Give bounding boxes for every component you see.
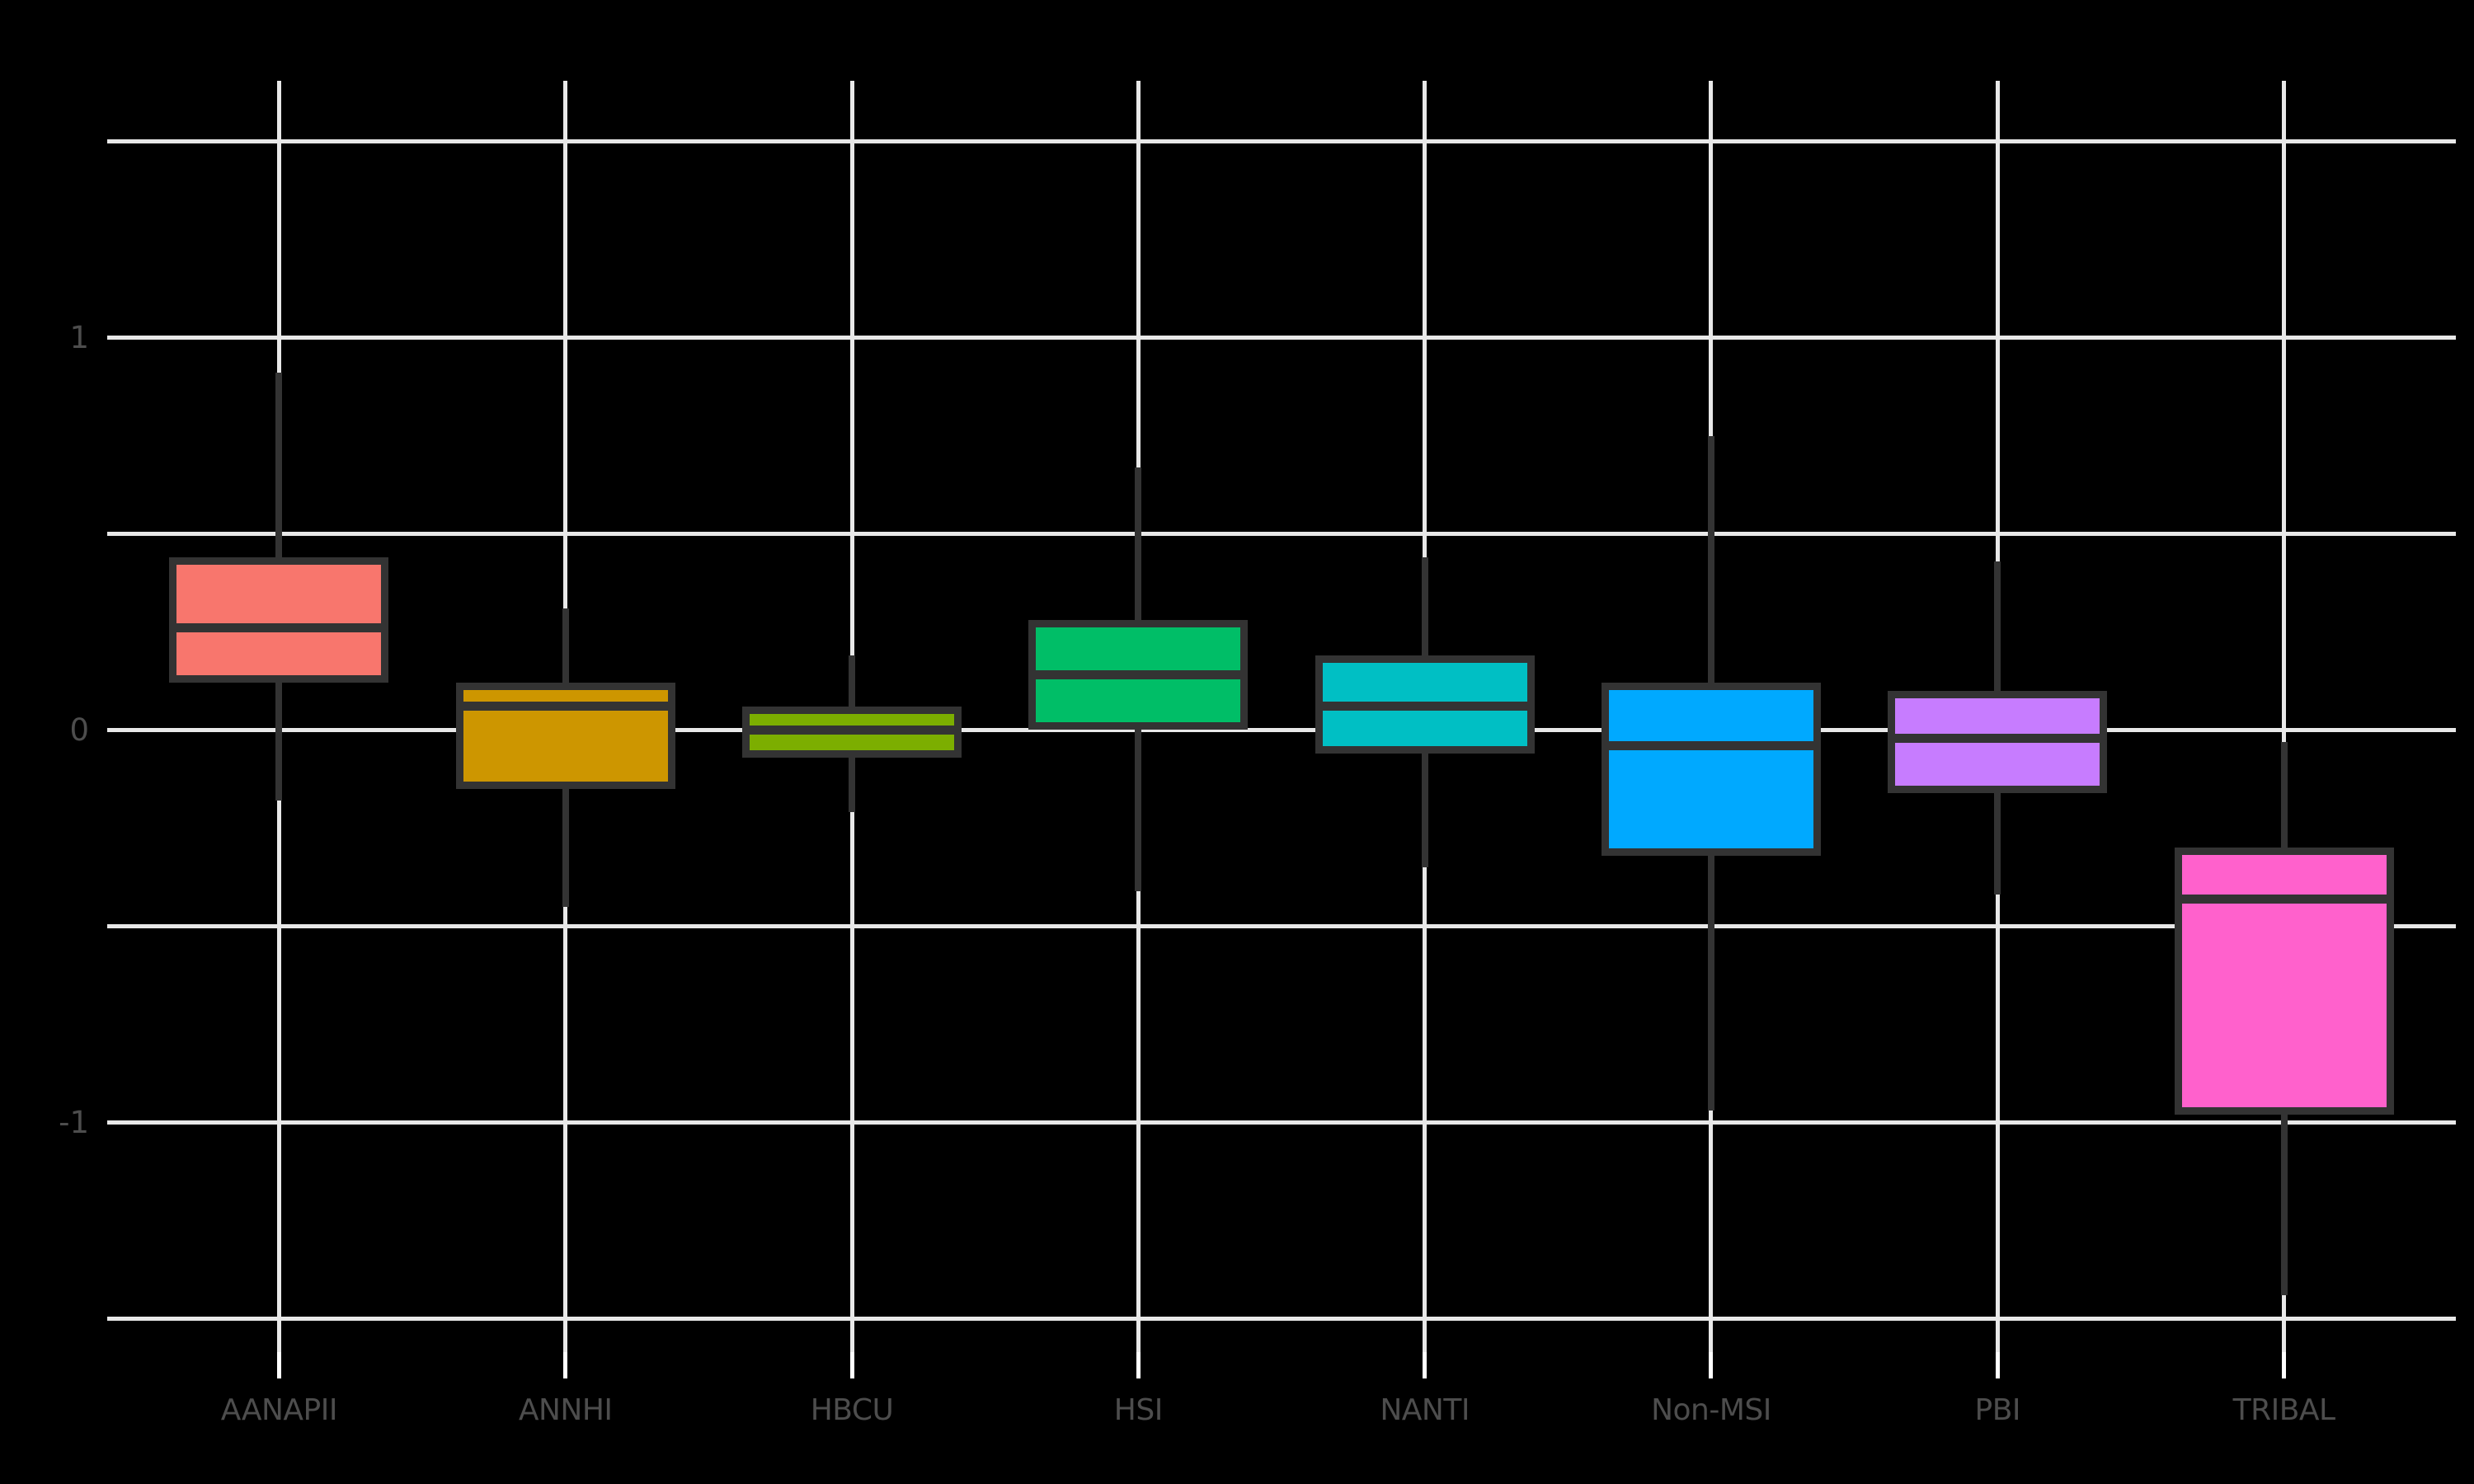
x-tick-label-HBCU: HBCU bbox=[810, 1393, 894, 1427]
h-gridline bbox=[107, 728, 2456, 732]
h-gridline bbox=[107, 1317, 2456, 1321]
x-tick bbox=[2282, 1352, 2287, 1378]
median-line bbox=[2181, 894, 2387, 904]
iqr-box bbox=[455, 683, 675, 789]
x-tick-label-ANNHI: ANNHI bbox=[518, 1393, 613, 1427]
median-line bbox=[1036, 670, 1241, 680]
x-tick bbox=[1423, 1352, 1427, 1378]
h-gridline bbox=[107, 1120, 2456, 1125]
h-gridline bbox=[107, 336, 2456, 340]
median-line bbox=[750, 726, 955, 735]
h-gridline bbox=[107, 924, 2456, 928]
x-tick-label-PBI: PBI bbox=[1974, 1393, 2021, 1427]
median-line bbox=[1608, 741, 1813, 751]
median-line bbox=[1322, 702, 1527, 711]
x-tick-label-NANTI: NANTI bbox=[1380, 1393, 1470, 1427]
y-tick-label: -1 bbox=[59, 1104, 89, 1140]
h-gridline bbox=[107, 139, 2456, 143]
x-tick-label-AANAPII: AANAPII bbox=[220, 1393, 338, 1427]
x-tick bbox=[1136, 1352, 1141, 1378]
x-tick bbox=[1709, 1352, 1714, 1378]
x-tick bbox=[849, 1352, 854, 1378]
x-tick bbox=[563, 1352, 568, 1378]
x-tick bbox=[276, 1352, 281, 1378]
x-tick bbox=[1995, 1352, 2000, 1378]
median-line bbox=[463, 702, 668, 711]
iqr-box bbox=[1601, 683, 1821, 856]
v-gridline bbox=[2282, 81, 2287, 1352]
y-tick-label: 0 bbox=[69, 711, 89, 748]
median-line bbox=[176, 623, 382, 633]
h-gridline bbox=[107, 532, 2456, 536]
median-line bbox=[1895, 733, 2100, 743]
x-tick-label-TRIBAL: TRIBAL bbox=[2232, 1393, 2336, 1427]
x-tick-label-HSI: HSI bbox=[1113, 1393, 1164, 1427]
iqr-box bbox=[2174, 848, 2394, 1115]
iqr-box bbox=[169, 557, 389, 683]
y-tick-label: 1 bbox=[69, 319, 89, 355]
x-tick-label-Non-MSI: Non-MSI bbox=[1651, 1393, 1771, 1427]
